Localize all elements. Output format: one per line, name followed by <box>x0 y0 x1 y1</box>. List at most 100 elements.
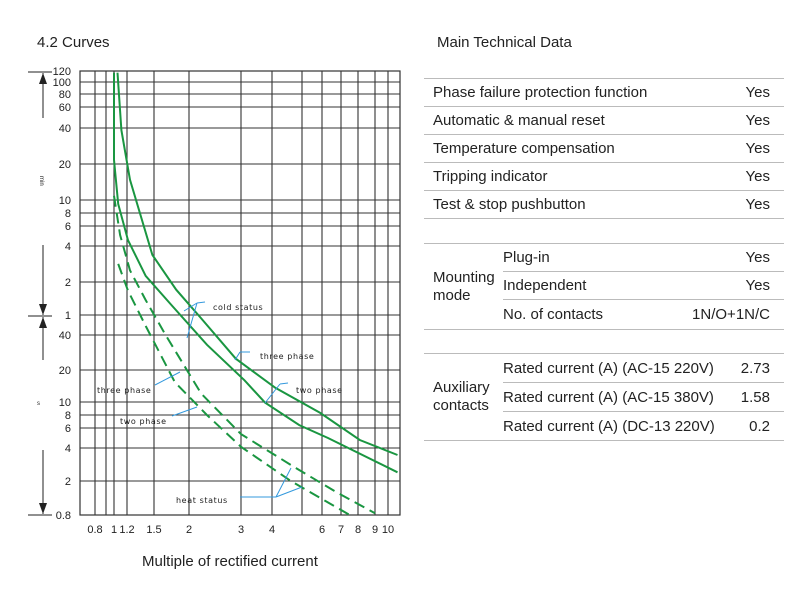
row-value: 2.73 <box>736 353 784 383</box>
y-unit-min: min <box>38 176 44 186</box>
annotation-pointer <box>154 371 181 386</box>
x-tick-label: 2 <box>186 524 192 536</box>
feature-label: Test & stop pushbutton <box>424 190 732 219</box>
curve-heat-status-three-phase <box>113 195 376 515</box>
x-tick-label: 0.8 <box>87 524 102 536</box>
y-tick-label: 60 <box>59 102 71 114</box>
y-tick-label: 20 <box>59 365 71 377</box>
annotation-pointer <box>275 486 303 498</box>
annotation-label: cold status <box>213 303 263 312</box>
y-tick-label: 10 <box>59 195 71 207</box>
table-row: Phase failure protection function Yes <box>424 78 784 107</box>
x-tick-label: 9 <box>372 524 378 536</box>
annotation-pointer <box>264 383 281 404</box>
features-table: Phase failure protection function Yes Auto… <box>424 78 784 219</box>
x-tick-label: 1.2 <box>119 524 134 536</box>
feature-label: Temperature compensation <box>424 134 732 163</box>
feature-label: Automatic & manual reset <box>424 106 732 135</box>
annotation-pointer <box>275 467 292 498</box>
row-label: No. of contacts <box>503 299 650 330</box>
y-tick-label: 40 <box>59 123 71 135</box>
annotation-label: two phase <box>296 386 343 395</box>
row-label: Independent <box>503 271 650 300</box>
row-value: Yes <box>649 243 784 272</box>
row-label: Rated current (A) (AC-15 380V) <box>503 382 737 412</box>
annotation-label: three phase <box>97 386 151 395</box>
x-tick-label: 7 <box>338 524 344 536</box>
table-row: Temperature compensation Yes <box>424 134 784 163</box>
y-tick-label: 40 <box>59 330 71 342</box>
arrowhead-icon <box>39 503 47 514</box>
table-row: Automatic & manual reset Yes <box>424 106 784 135</box>
annotation-pointer <box>186 302 198 339</box>
feature-value: Yes <box>731 190 784 219</box>
table-title: Main Technical Data <box>437 34 572 51</box>
row-value: Yes <box>649 271 784 300</box>
annotation-pointer <box>279 382 289 385</box>
annotation-label: heat status <box>176 496 228 505</box>
x-tick-label: 10 <box>382 524 394 536</box>
arrowhead-icon <box>39 73 47 84</box>
table-row: Independent Yes <box>424 271 784 300</box>
table-row: Auxiliary contacts Rated current (A) (AC… <box>424 353 784 441</box>
annotation-pointer <box>234 351 241 361</box>
annotation-label: two phase <box>120 417 167 426</box>
y-tick-label: 2 <box>65 476 71 488</box>
table-row: No. of contacts 1N/O+1N/C <box>424 299 784 330</box>
y-tick-label: 10 <box>59 397 71 409</box>
table-row: Rated current (A) (DC-13 220V) 0.2 <box>424 411 784 441</box>
annotation-pointer <box>196 301 206 304</box>
y-tick-label: 8 <box>65 208 71 220</box>
y-tick-label: 1 <box>65 310 71 322</box>
x-tick-label: 3 <box>238 524 244 536</box>
feature-value: Yes <box>731 134 784 163</box>
row-value: 1.58 <box>736 382 784 412</box>
table-row: Mounting mode Plug-in Yes <box>424 243 784 330</box>
mounting-group-label: Mounting mode <box>424 243 503 330</box>
y-tick-label: 120 <box>53 66 71 78</box>
feature-label: Phase failure protection function <box>424 78 732 107</box>
y-tick-label: 2 <box>65 277 71 289</box>
y-tick-label: 100 <box>53 77 71 89</box>
trip-curve-chart: 0.8 1 1.2 1.5 2 3 4 6 7 8 9 10120100806040201086421… <box>28 66 401 536</box>
arrowhead-icon <box>39 317 47 328</box>
arrowhead-icon <box>39 304 47 315</box>
x-tick-label: 4 <box>269 524 275 536</box>
annotation-label: three phase <box>260 352 314 361</box>
y-unit-s: s <box>37 401 40 407</box>
curve-heat-status-two-phase <box>117 263 351 516</box>
feature-value: Yes <box>731 78 784 107</box>
x-tick-label: 1.5 <box>146 524 161 536</box>
y-tick-label: 4 <box>65 443 71 455</box>
auxiliary-group-label: Auxiliary contacts <box>424 353 503 441</box>
y-tick-label: 8 <box>65 410 71 422</box>
table-row: Rated current (A) (AC-15 380V) 1.58 <box>424 382 784 412</box>
y-tick-label: 6 <box>65 221 71 233</box>
curve-cold-status-two-phase <box>113 72 398 474</box>
row-value: 0.2 <box>736 411 784 441</box>
row-label: Rated current (A) (AC-15 220V) <box>503 353 737 383</box>
x-tick-label: 8 <box>355 524 361 536</box>
auxiliary-table: Auxiliary contacts Rated current (A) (AC… <box>424 353 784 441</box>
feature-value: Yes <box>731 162 784 191</box>
row-label: Plug-in <box>503 243 650 272</box>
curve-cold-status-three-phase <box>116 72 398 456</box>
x-tick-label: 1 <box>111 524 117 536</box>
x-axis-title: Multiple of rectified current <box>142 553 318 570</box>
row-value: 1N/O+1N/C <box>649 299 784 330</box>
y-tick-label: 20 <box>59 159 71 171</box>
row-label: Rated current (A) (DC-13 220V) <box>503 411 737 441</box>
annotation-pointer <box>183 302 198 312</box>
y-tick-label: 4 <box>65 241 71 253</box>
feature-label: Tripping indicator <box>424 162 732 191</box>
curves-title: 4.2 Curves <box>37 34 110 51</box>
table-row: Test & stop pushbutton Yes <box>424 190 784 219</box>
mounting-table: Mounting mode Plug-in Yes Independent Ye… <box>424 243 784 330</box>
y-tick-label: 80 <box>59 89 71 101</box>
feature-value: Yes <box>731 106 784 135</box>
table-row: Tripping indicator Yes <box>424 162 784 191</box>
annotation-pointer <box>171 406 198 417</box>
y-tick-label: 0.8 <box>56 510 71 522</box>
x-tick-label: 6 <box>319 524 325 536</box>
y-tick-label: 6 <box>65 423 71 435</box>
